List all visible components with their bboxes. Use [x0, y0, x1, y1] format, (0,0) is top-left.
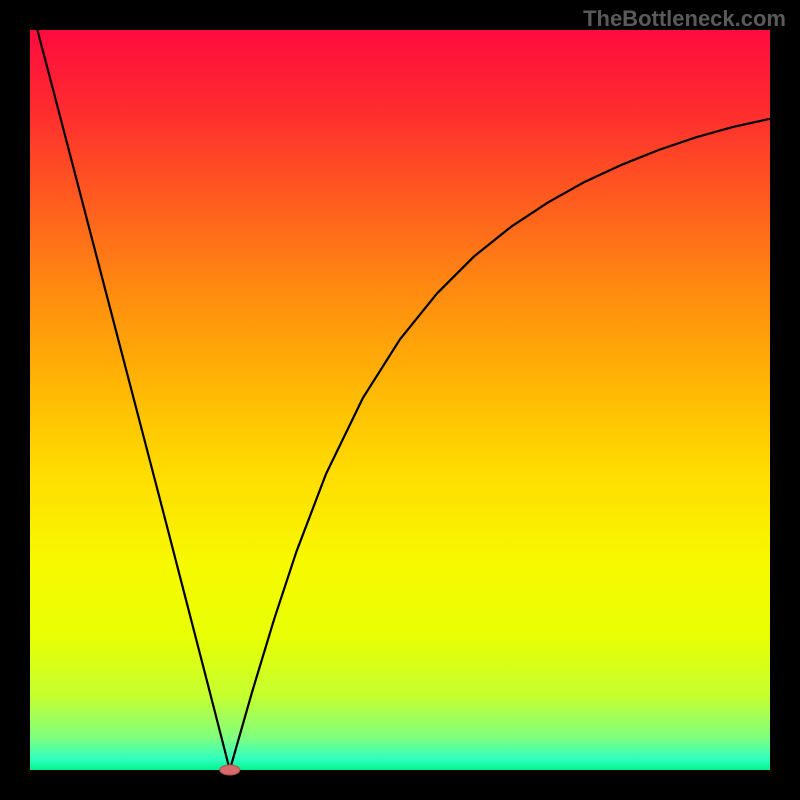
- bottleneck-chart: [0, 0, 800, 800]
- plot-background: [30, 30, 770, 770]
- minimum-marker: [220, 765, 240, 775]
- figure-container: TheBottleneck.com: [0, 0, 800, 800]
